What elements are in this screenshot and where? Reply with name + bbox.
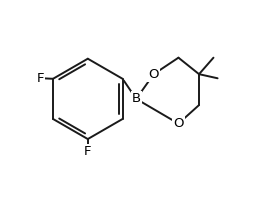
Text: O: O	[148, 68, 159, 81]
Text: F: F	[37, 72, 44, 85]
Text: F: F	[84, 145, 92, 158]
Text: B: B	[132, 92, 141, 105]
Text: O: O	[173, 117, 184, 130]
